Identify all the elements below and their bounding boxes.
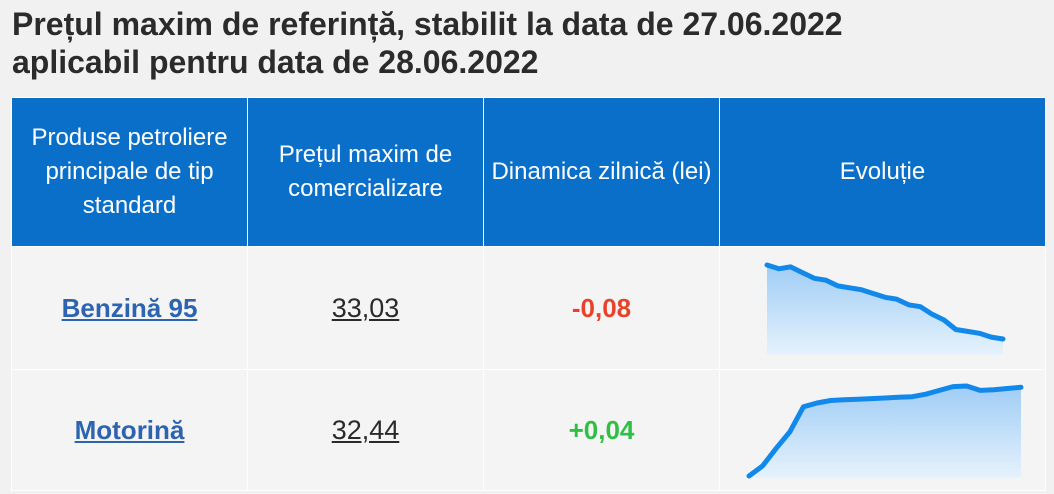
table-row: Motorină 32,44 +0,04 <box>11 369 1046 491</box>
table-row: Benzină 95 33,03 -0,08 <box>11 246 1046 370</box>
price-link-motorina[interactable]: 32,44 <box>331 414 400 445</box>
sparkline-area <box>748 386 1021 478</box>
sparkline-line <box>746 383 1023 479</box>
header-max-price: Prețul maxim de comercializare <box>247 97 484 247</box>
sparkline-chart <box>764 262 1005 355</box>
sparkline-chart <box>746 383 1023 479</box>
product-cell: Benzină 95 <box>11 246 248 370</box>
price-cell: 32,44 <box>247 369 484 491</box>
daily-change-value: +0,04 <box>568 414 635 445</box>
product-cell: Motorină <box>11 369 248 491</box>
title-line-2: aplicabil pentru data de 28.06.2022 <box>12 44 539 80</box>
change-cell: +0,04 <box>483 369 720 491</box>
product-link-motorina[interactable]: Motorină <box>74 414 185 445</box>
price-cell: 33,03 <box>247 246 484 370</box>
header-daily-change: Dinamica zilnică (lei) <box>483 97 720 247</box>
sparkline-area <box>766 265 1003 355</box>
price-link-benzina-95[interactable]: 33,03 <box>331 292 400 323</box>
evolution-cell <box>719 369 1046 491</box>
title-line-1: Prețul maxim de referință, stabilit la d… <box>12 6 843 42</box>
change-cell: -0,08 <box>483 246 720 370</box>
evolution-cell <box>719 246 1046 370</box>
page-title: Prețul maxim de referință, stabilit la d… <box>12 5 843 81</box>
header-products: Produse petroliere principale de tip sta… <box>11 97 248 247</box>
header-evolution: Evoluție <box>719 97 1046 247</box>
daily-change-value: -0,08 <box>571 292 632 323</box>
product-link-benzina-95[interactable]: Benzină 95 <box>61 292 198 323</box>
sparkline-line <box>764 262 1005 342</box>
table-header-row: Produse petroliere principale de tip sta… <box>11 97 1046 247</box>
fuel-price-table: Produse petroliere principale de tip sta… <box>11 97 1046 491</box>
